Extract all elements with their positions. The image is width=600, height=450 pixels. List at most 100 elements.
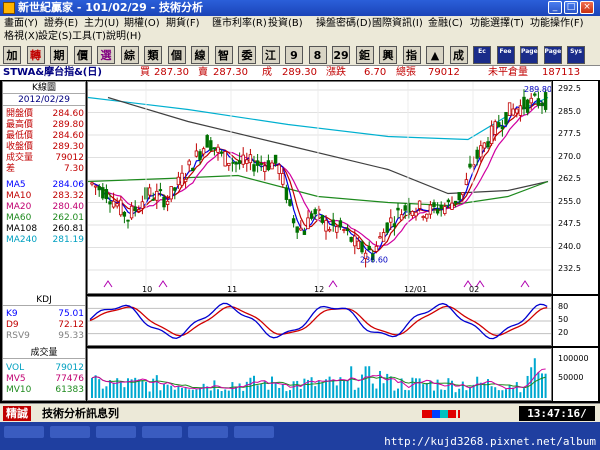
menu-item[interactable]: 金融(C): [428, 18, 463, 29]
buy-label: 買: [140, 67, 150, 78]
toolbar-button[interactable]: Fee: [496, 46, 515, 64]
menu-item[interactable]: 工具(T): [72, 31, 106, 42]
candle-body: [129, 205, 134, 219]
menu-item[interactable]: 期權(O): [124, 18, 160, 29]
volume-bar: [213, 380, 216, 398]
menu-item[interactable]: 投資(B): [268, 18, 303, 29]
toolbar-button[interactable]: 類: [144, 46, 162, 64]
toolbar-button[interactable]: Page: [520, 46, 538, 64]
volume-bar: [137, 379, 140, 398]
indicator-row: D9 72.12: [6, 320, 84, 331]
toolbar-button[interactable]: ▲: [426, 46, 444, 64]
toolbar-button[interactable]: 選: [97, 46, 115, 64]
toolbar-button[interactable]: 8: [308, 46, 327, 64]
indicator-label: RSV9: [6, 331, 30, 341]
volume-bar: [332, 379, 335, 398]
candle-body: [101, 187, 105, 199]
indicator-value: 283.32: [52, 191, 85, 201]
volume-bar: [195, 389, 198, 398]
toolbar-button[interactable]: 綜: [120, 46, 139, 64]
menu-item[interactable]: 操盤密碼(D): [316, 18, 372, 29]
candle-body: [471, 164, 476, 167]
volume-bar: [285, 391, 288, 398]
candle-body: [270, 162, 274, 170]
candle-body: [410, 211, 415, 216]
toolbar-button[interactable]: 委: [238, 46, 256, 64]
ma5-line: [91, 98, 547, 255]
volume-bar: [134, 377, 137, 398]
toolbar-button[interactable]: Sys: [567, 46, 585, 64]
volume-bar: [292, 381, 295, 398]
toolbar-button[interactable]: 29: [332, 46, 350, 64]
toolbar-button[interactable]: 轉: [26, 46, 45, 64]
toolbar-button[interactable]: 個: [167, 46, 186, 64]
signal-color-strip: [422, 410, 460, 418]
volume-bar: [393, 390, 396, 398]
open-interest-value: 187113: [542, 67, 581, 78]
ma10-line: [91, 102, 546, 253]
toolbar-button[interactable]: Ec: [473, 46, 491, 64]
volume-bar: [541, 373, 543, 398]
volume-chart[interactable]: [88, 349, 551, 400]
volume-tick: 50000: [558, 372, 584, 382]
price-chart[interactable]: 289.80 236.60 10 11 12 12/01 02: [87, 82, 552, 294]
menu-item[interactable]: 功能選擇(T): [470, 18, 524, 29]
toolbar-button[interactable]: 加: [3, 46, 21, 64]
volume-bar: [238, 383, 241, 398]
toolbar-button[interactable]: 江: [261, 46, 280, 64]
toolbar-button[interactable]: 指: [402, 46, 421, 64]
volume-bar: [422, 384, 425, 398]
volume-bar: [458, 388, 461, 398]
toolbar-button[interactable]: 價: [73, 46, 92, 64]
volume-bar: [267, 389, 270, 398]
close-button[interactable]: ×: [580, 1, 594, 14]
candle-body: [453, 200, 458, 204]
candle-body: [464, 179, 469, 185]
taskbar-item[interactable]: [142, 426, 182, 438]
toolbar-button[interactable]: 成: [449, 46, 468, 64]
kd-chart[interactable]: [88, 297, 551, 345]
toolbar-button[interactable]: 9: [285, 46, 303, 64]
minimize-button[interactable]: _: [548, 1, 562, 14]
menu-item[interactable]: 匯市利率(R): [212, 18, 267, 29]
menu-item[interactable]: 設定(S): [38, 31, 73, 42]
menu-item[interactable]: 主力(U): [84, 18, 120, 29]
menu-bar: 畫面(Y) 證券(E) 主力(U) 期權(O) 期貨(F) 匯市利率(R) 投資(B) 操盤密…: [0, 16, 600, 44]
volume-bar: [379, 370, 381, 398]
volume-chart-panel[interactable]: [87, 348, 552, 401]
menu-item[interactable]: 說明(H): [106, 31, 142, 42]
menu-item[interactable]: 畫面(Y): [4, 18, 38, 29]
indicator-label: 成交量: [6, 153, 34, 163]
toolbar-button[interactable]: 線: [191, 46, 209, 64]
toolbar-button[interactable]: 興: [379, 46, 397, 64]
menu-item[interactable]: 功能操作(F): [530, 18, 584, 29]
candle-body: [158, 189, 163, 192]
menu-item[interactable]: 格視(X): [4, 31, 39, 42]
taskbar-item[interactable]: [4, 426, 44, 438]
taskbar-item[interactable]: [96, 426, 136, 438]
volume-bar: [145, 381, 147, 398]
maximize-button[interactable]: □: [564, 1, 578, 14]
menu-item[interactable]: 國際資訊(I): [372, 18, 423, 29]
menu-item[interactable]: 證券(E): [44, 18, 79, 29]
menu-item[interactable]: 期貨(F): [166, 18, 200, 29]
period-marker: [328, 280, 338, 288]
price-chart-panel[interactable]: 289.80 236.60 10 11 12 12/01 02: [87, 81, 552, 294]
candle-body: [385, 222, 389, 233]
candle-body: [374, 245, 379, 252]
toolbar-button[interactable]: 期: [50, 46, 68, 64]
volume-bar: [220, 391, 223, 398]
toolbar-button[interactable]: 智: [214, 46, 233, 64]
candle-body: [324, 220, 328, 232]
taskbar-item[interactable]: [188, 426, 228, 438]
kd-chart-panel[interactable]: [87, 296, 552, 346]
indicator-label: D9: [6, 320, 19, 330]
toolbar-button[interactable]: Page: [543, 46, 562, 64]
candle-body: [108, 201, 112, 205]
volume-bar: [206, 386, 209, 398]
taskbar-item[interactable]: [50, 426, 90, 438]
candle-body: [227, 162, 231, 166]
volume-bar: [407, 390, 410, 398]
taskbar-item[interactable]: [234, 426, 274, 438]
toolbar-button[interactable]: 鉅: [355, 46, 374, 64]
